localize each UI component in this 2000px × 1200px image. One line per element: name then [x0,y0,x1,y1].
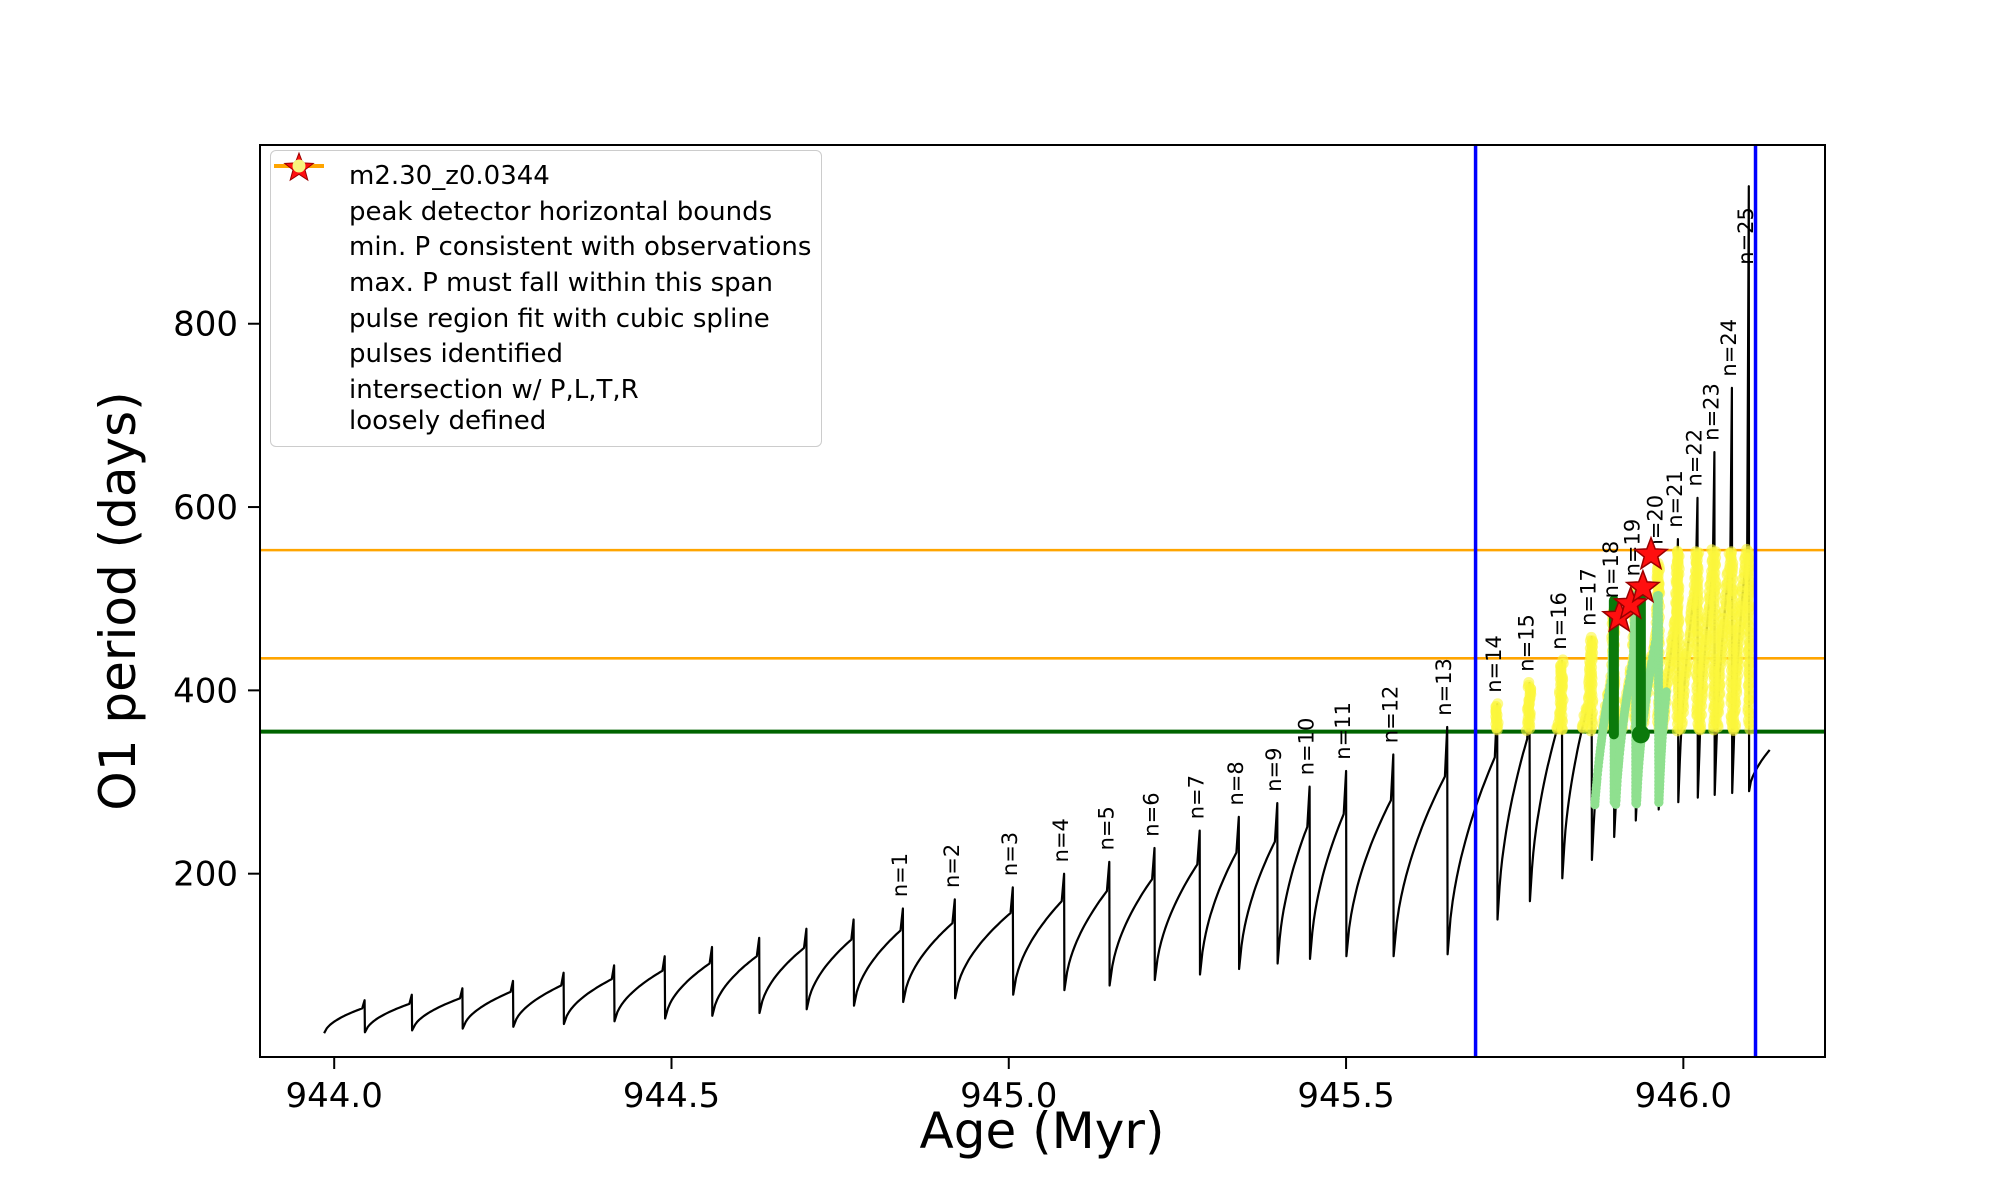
peak-label: n=10 [1295,718,1319,776]
y-tick-label: 400 [173,671,238,711]
legend-item-4: pulse region fit with cubic spline [279,304,813,335]
intersection-dot [1491,722,1502,733]
legend-item-0: m2.30_z0.0344 [279,161,813,192]
legend-item-label: pulses identified [349,339,563,370]
legend-item-label: max. P must fall within this span [349,268,773,299]
legend: m2.30_z0.0344peak detector horizontal bo… [270,150,822,447]
peak-label: n=14 [1482,635,1506,693]
legend-item-label: intersection w/ P,L,T,R loosely defined [349,375,639,436]
x-axis-label: Age (Myr) [920,1102,1165,1160]
legend-item-5: pulses identified [279,339,813,370]
peak-label: n=11 [1331,702,1355,760]
peak-label: n=1 [888,853,912,897]
legend-item-2: min. P consistent with observations [279,232,813,263]
legend-item-label: min. P consistent with observations [349,232,811,263]
peak-label: n=16 [1547,592,1571,650]
y-tick-label: 600 [173,488,238,528]
legend-item-label: pulse region fit with cubic spline [349,304,770,335]
peak-label: n=13 [1432,658,1456,716]
peak-label: n=7 [1185,775,1209,819]
intersection-dot [1557,724,1568,735]
x-tick-label: 946.0 [1635,1076,1732,1116]
x-tick-label: 944.0 [286,1076,383,1116]
peak-label: n=12 [1378,686,1402,744]
peak-label: n=15 [1515,614,1539,672]
peak-label: n=4 [1049,818,1073,862]
peak-label: n=24 [1717,319,1741,377]
intersection-dot [1585,725,1596,736]
peak-label: n=17 [1577,568,1601,626]
peak-label: n=3 [998,832,1022,876]
legend-dot-swatch [271,151,327,181]
legend-item-6: intersection w/ P,L,T,R loosely defined [279,375,813,436]
x-tick-label: 945.5 [1297,1076,1394,1116]
peak-label: n=5 [1094,806,1118,850]
legend-item-label: peak detector horizontal bounds [349,197,772,228]
legend-item-label: m2.30_z0.0344 [349,161,550,192]
x-tick-label: 944.5 [623,1076,720,1116]
y-tick-label: 800 [173,305,238,345]
figure-canvas: n=1 n=2 n=3 n=4 n=5 n=6 n=7 n=8 n=9 n=10 n=11 n=12 n… [0,0,2000,1200]
peak-label: n=6 [1139,792,1163,836]
legend-item-3: max. P must fall within this span [279,268,813,299]
spline-fit-dot [1662,687,1671,696]
intersection-dot [1524,723,1535,734]
legend-item-1: peak detector horizontal bounds [279,197,813,228]
spline-anchor-dot [1632,725,1650,743]
spline-fit-dots [1590,590,1670,809]
peak-label: n=18 [1599,541,1623,599]
peak-label: n=23 [1699,383,1723,441]
peak-label: n=25 [1734,207,1758,265]
intersection-dot [1744,724,1755,735]
peak-label: n=9 [1262,747,1286,791]
peak-label: n=2 [940,844,964,888]
y-axis-label: O1 period (days) [89,391,147,810]
peak-label: n=8 [1224,761,1248,805]
y-tick-label: 200 [173,855,238,895]
legend-marker-dot [293,160,306,173]
